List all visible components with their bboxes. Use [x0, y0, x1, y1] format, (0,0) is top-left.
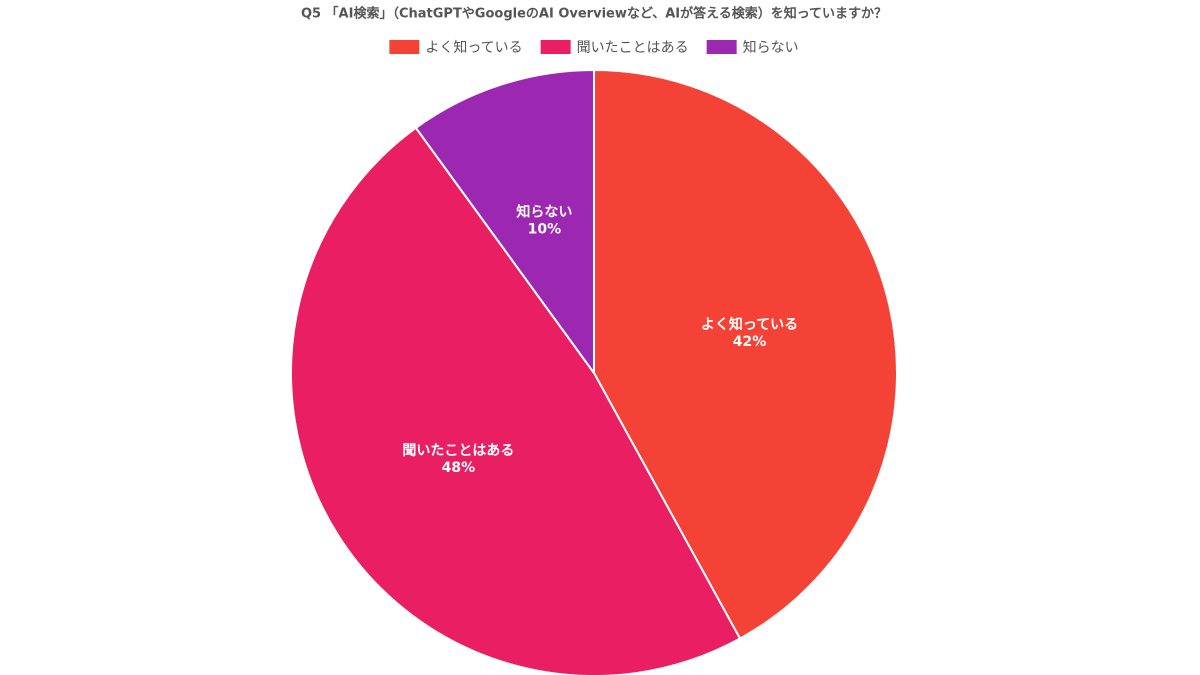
chart-title: Q5 「AI検索」（ChatGPTやGoogleのAI Overviewなど、A…: [301, 6, 887, 22]
pie-slice: [290, 126, 742, 675]
slice-value-label: 10%: [528, 221, 562, 237]
legend: よく知っている 聞いたことはある 知らない: [389, 39, 799, 56]
pie-slice: [414, 68, 595, 377]
legend-swatch: [706, 40, 737, 54]
legend-swatch: [540, 40, 571, 54]
legend-label: 知らない: [743, 39, 799, 56]
slice-label: 聞いたことはある: [402, 443, 514, 459]
legend-label: 聞いたことはある: [577, 40, 689, 56]
slice-value-label: 42%: [733, 334, 767, 350]
pie-slice: [593, 68, 898, 640]
legend-swatch: [389, 40, 420, 54]
slice-label: 知らない: [516, 203, 572, 220]
legend-label: よく知っている: [425, 39, 522, 56]
slice-value-label: 48%: [442, 460, 476, 476]
slice-label: よく知っている: [701, 316, 798, 333]
